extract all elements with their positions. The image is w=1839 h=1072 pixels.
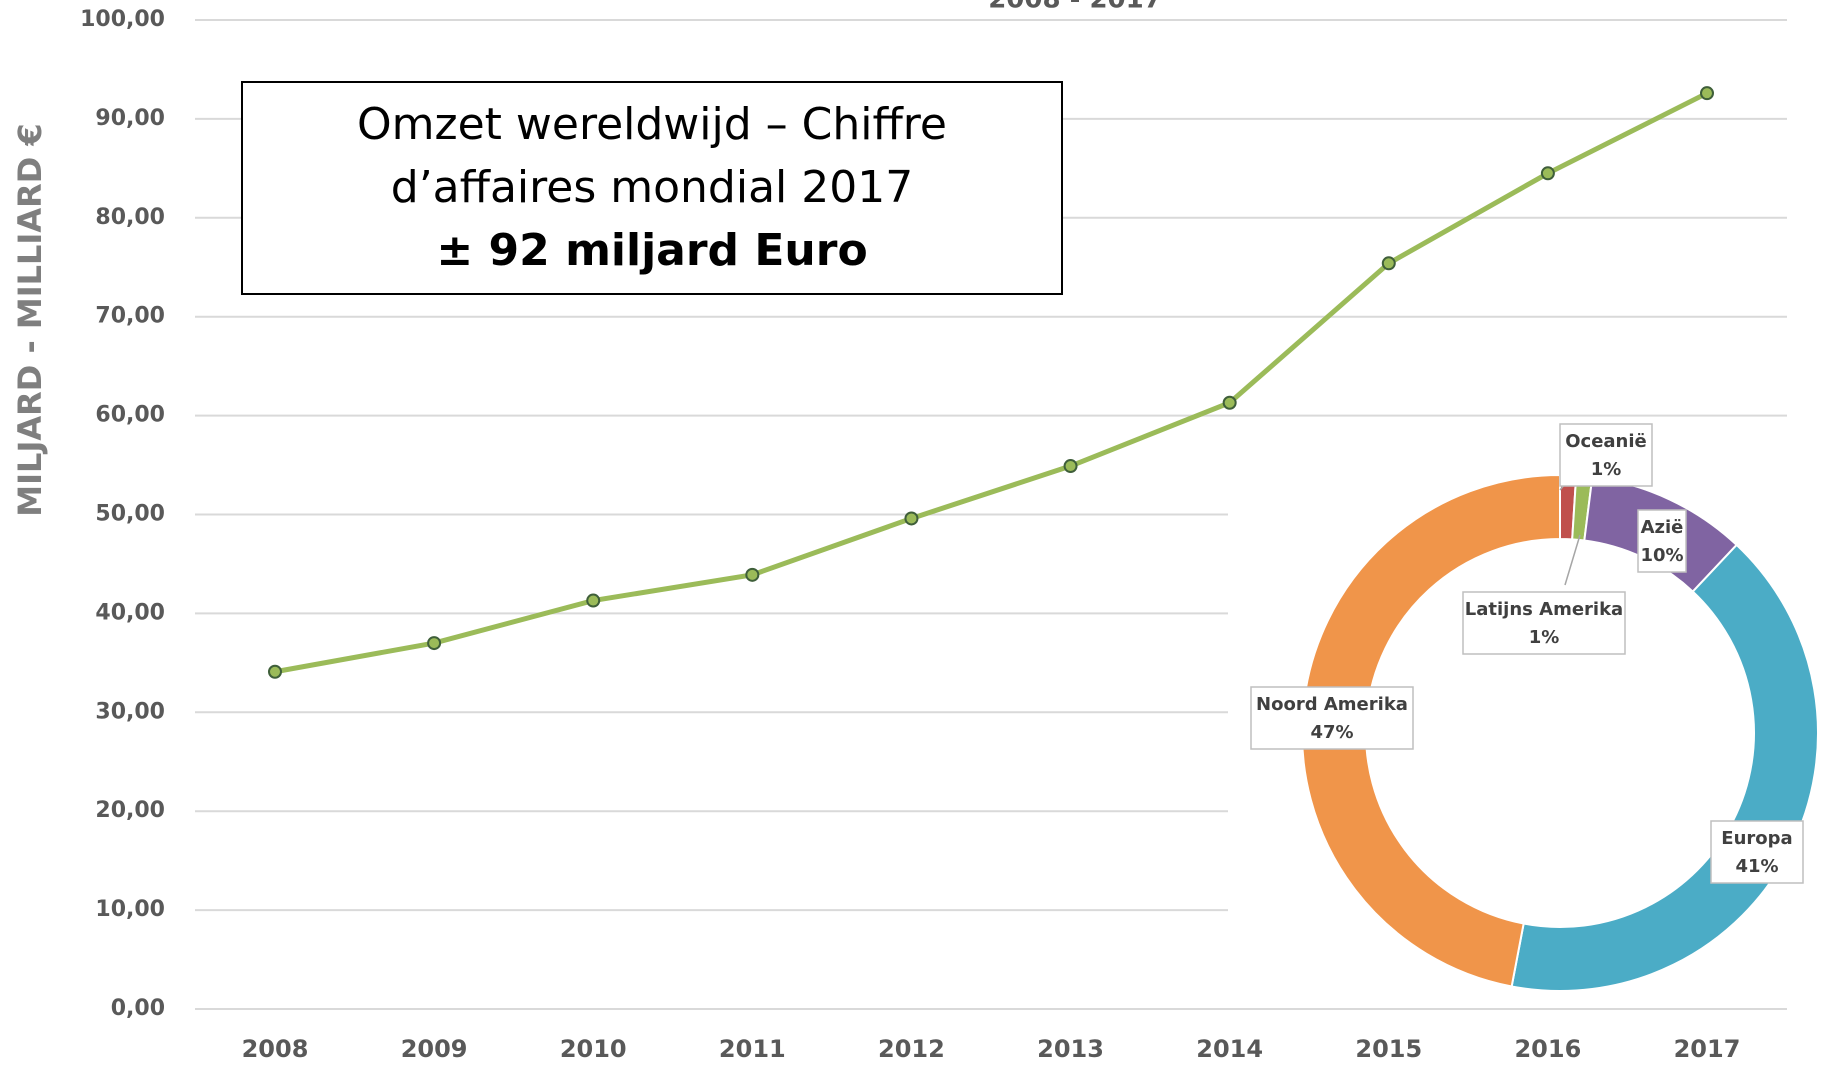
- data-label-value: 1%: [1529, 627, 1560, 648]
- annotation-text: ± 92 miljard Euro: [436, 225, 867, 276]
- x-tick-label: 2014: [1196, 1035, 1263, 1063]
- data-point: [1700, 86, 1714, 101]
- data-point: [904, 511, 919, 526]
- data-point: [745, 567, 760, 582]
- data-label-box: [1710, 820, 1804, 884]
- data-point: [1063, 459, 1078, 474]
- data-label-name: Azië: [1641, 517, 1684, 538]
- x-tick-label: 2016: [1514, 1035, 1581, 1063]
- donut-slice: [1301, 473, 1561, 988]
- data-label-value: 41%: [1735, 856, 1778, 877]
- data-label-value: 1%: [1591, 459, 1622, 480]
- annotation-box: [241, 81, 1063, 295]
- line-series: [274, 90, 1709, 675]
- data-label-box: [1462, 591, 1626, 655]
- data-label-name: Noord Amerika: [1256, 694, 1408, 715]
- data-label-value: 10%: [1640, 545, 1683, 566]
- y-tick-label: 60,00: [95, 403, 165, 428]
- data-label-value: 47%: [1310, 722, 1353, 743]
- x-tick-label: 2013: [1037, 1035, 1104, 1063]
- y-tick-label: 100,00: [80, 7, 165, 32]
- y-tick-label: 0,00: [111, 996, 165, 1021]
- data-point: [586, 593, 601, 608]
- data-label-box: [1559, 423, 1653, 487]
- data-label-box: [1250, 686, 1414, 750]
- data-label-name: Latijns Amerika: [1465, 599, 1623, 620]
- x-tick-label: 2012: [878, 1035, 945, 1063]
- data-point: [1222, 395, 1237, 410]
- y-tick-label: 40,00: [95, 600, 165, 625]
- data-label-name: Europa: [1721, 828, 1792, 849]
- data-point: [1540, 166, 1555, 181]
- annotation-text: d’affaires mondial 2017: [391, 162, 913, 213]
- data-point: [427, 636, 442, 651]
- x-tick-label: 2011: [719, 1035, 786, 1063]
- x-tick-label: 2008: [242, 1035, 309, 1063]
- y-tick-label: 90,00: [95, 106, 165, 131]
- y-tick-label: 70,00: [95, 304, 165, 329]
- chart-subtitle: 2008 - 2017: [988, 0, 1162, 15]
- y-tick-label: 50,00: [95, 502, 165, 527]
- data-label-name: Oceanië: [1565, 431, 1647, 452]
- y-axis-label: MILJARD - MILLIARD €: [11, 123, 49, 516]
- leader-line: [1564, 534, 1581, 586]
- y-tick-label: 10,00: [95, 897, 165, 922]
- x-tick-label: 2015: [1355, 1035, 1422, 1063]
- y-tick-label: 30,00: [95, 699, 165, 724]
- data-point: [1381, 256, 1396, 271]
- y-tick-label: 80,00: [95, 205, 165, 230]
- annotation-text: Omzet wereldwijd – Chiffre: [357, 99, 947, 150]
- data-point: [268, 664, 282, 679]
- data-label-box: [1637, 509, 1687, 573]
- x-tick-label: 2017: [1674, 1035, 1741, 1063]
- y-tick-label: 20,00: [95, 798, 165, 823]
- x-tick-label: 2010: [560, 1035, 627, 1063]
- x-tick-label: 2009: [401, 1035, 468, 1063]
